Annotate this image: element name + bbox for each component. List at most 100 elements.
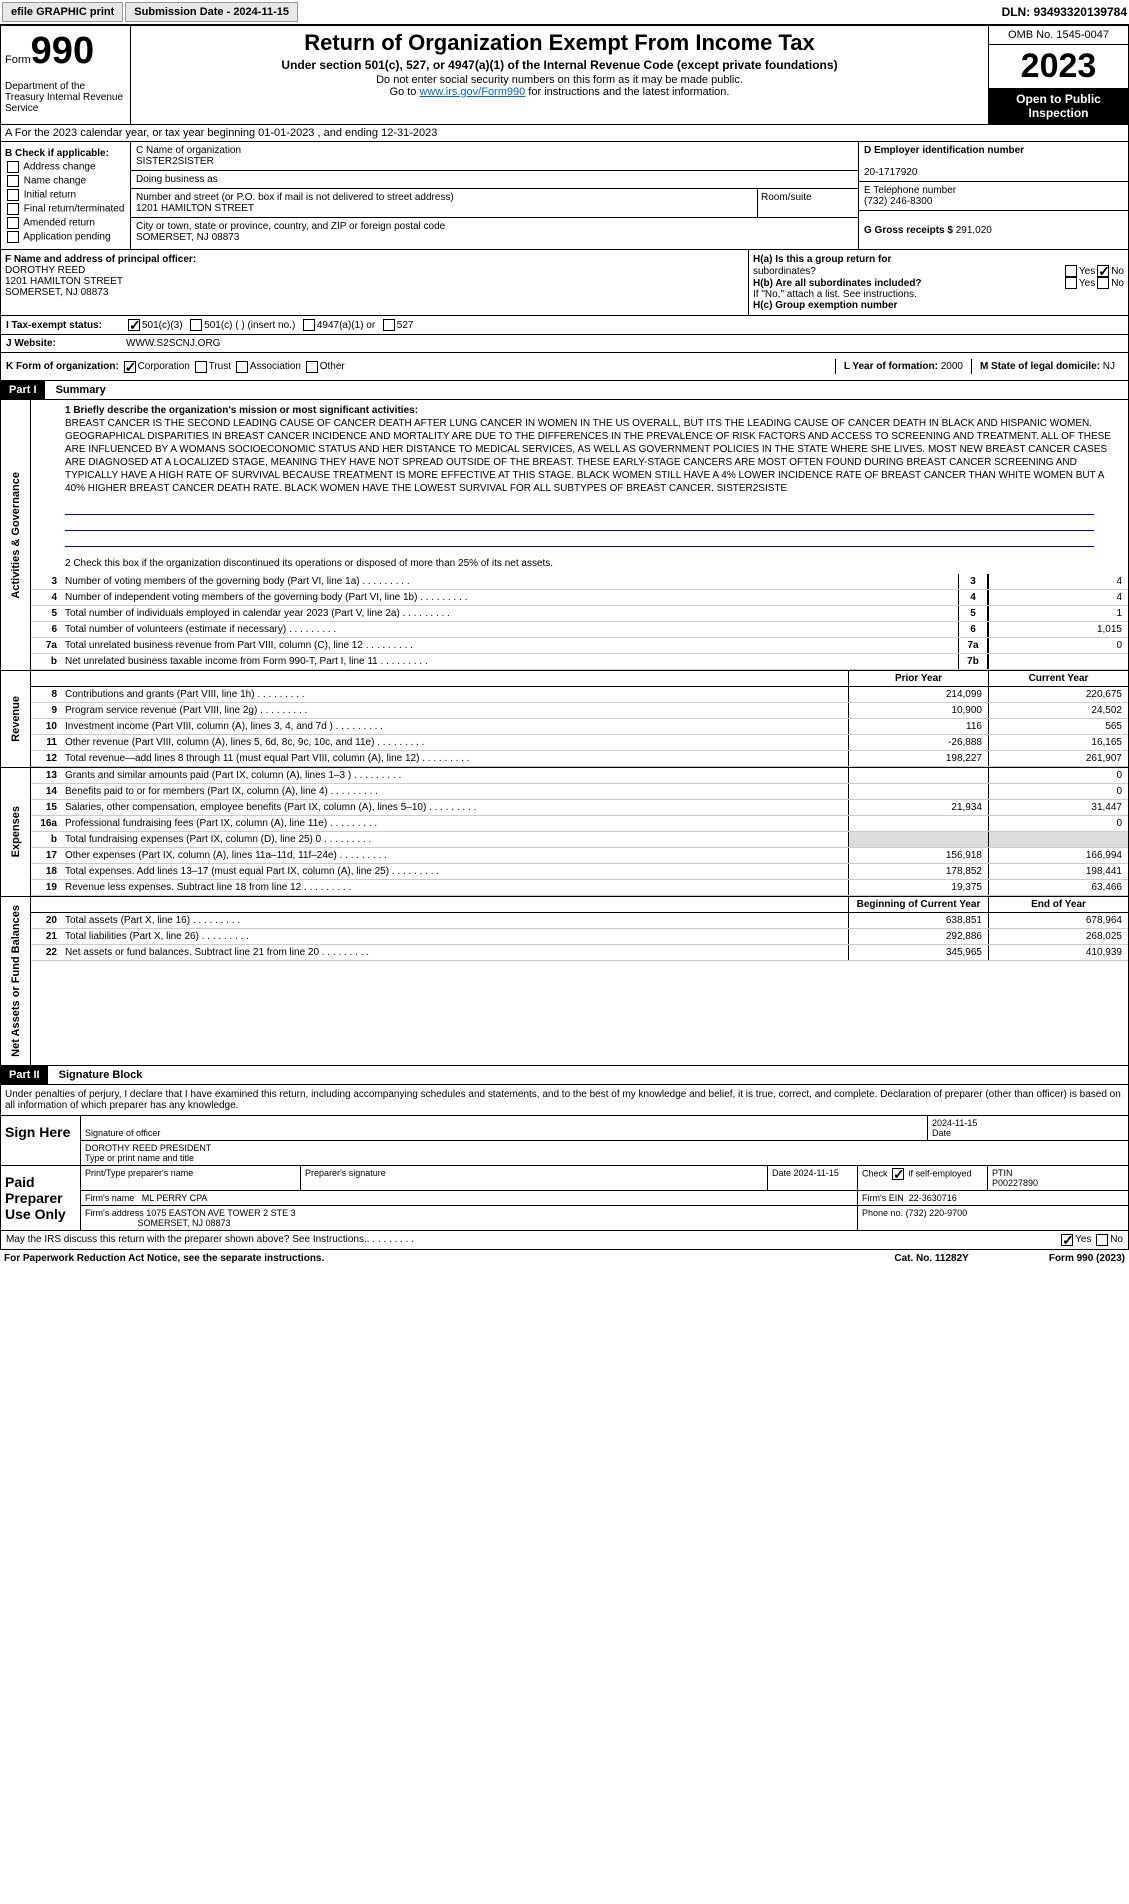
sign-here-right: Signature of officer 2024-11-15Date DORO…: [81, 1116, 1128, 1165]
gross-cell: G Gross receipts $ 291,020: [859, 211, 1128, 239]
assoc-checkbox[interactable]: [236, 361, 248, 373]
ha-yes: Yes: [1079, 266, 1095, 277]
address-change-checkbox[interactable]: [7, 161, 19, 173]
line-6: 6Total number of volunteers (estimate if…: [31, 622, 1128, 638]
amended-return-checkbox[interactable]: [7, 217, 19, 229]
application-pending-checkbox[interactable]: [7, 231, 19, 243]
form-title: Return of Organization Exempt From Incom…: [135, 30, 984, 56]
sign-here-block: Sign Here Signature of officer 2024-11-1…: [0, 1116, 1129, 1166]
501c-label: 501(c) ( ) (insert no.): [204, 320, 295, 331]
line-b: bTotal fundraising expenses (Part IX, co…: [31, 832, 1128, 848]
4947-label: 4947(a)(1) or: [317, 320, 375, 331]
street-label: Number and street (or P.O. box if mail i…: [136, 192, 454, 203]
irs-link[interactable]: www.irs.gov/Form990: [419, 86, 525, 98]
c-label: C Name of organization: [136, 145, 241, 156]
line-5: 5Total number of individuals employed in…: [31, 606, 1128, 622]
hb-no: No: [1111, 278, 1124, 289]
expenses-sidelabel: Expenses: [1, 768, 31, 896]
hc-label: H(c) Group exemption number: [753, 300, 897, 311]
street-cell: Number and street (or P.O. box if mail i…: [131, 189, 758, 218]
527-checkbox[interactable]: [383, 319, 395, 331]
ha2-label: subordinates?: [753, 266, 816, 277]
l-label: L Year of formation:: [844, 361, 938, 372]
corp-label: Corporation: [138, 361, 190, 372]
corp-checkbox[interactable]: [124, 361, 136, 373]
omb-number: OMB No. 1545-0047: [989, 26, 1128, 45]
line-b: bNet unrelated business taxable income f…: [31, 654, 1128, 670]
website-row: J Website: WWW.S2SCNJ.ORG: [0, 335, 1129, 353]
mission-line2: [65, 521, 1094, 531]
form-number-box: Form990 Department of the Treasury Inter…: [1, 26, 131, 124]
paid-preparer-label: Paid Preparer Use Only: [1, 1166, 81, 1230]
line-10: 10Investment income (Part VIII, column (…: [31, 719, 1128, 735]
hb-no-checkbox[interactable]: [1097, 277, 1109, 289]
footer-mid: Cat. No. 11282Y: [894, 1253, 968, 1264]
submission-button[interactable]: Submission Date - 2024-11-15: [125, 2, 298, 22]
gross-value: 291,020: [956, 225, 992, 236]
line-14: 14Benefits paid to or for members (Part …: [31, 784, 1128, 800]
m-label: M State of legal domicile:: [980, 361, 1100, 372]
line-11: 11Other revenue (Part VIII, column (A), …: [31, 735, 1128, 751]
firm-addr-label: Firm's address: [85, 1208, 144, 1218]
ha-no: No: [1111, 266, 1124, 277]
ein-label: D Employer identification number: [864, 145, 1024, 156]
line-8: 8Contributions and grants (Part VIII, li…: [31, 687, 1128, 703]
initial-return-label: Initial return: [24, 190, 76, 201]
paid-preparer-block: Paid Preparer Use Only Print/Type prepar…: [0, 1166, 1129, 1231]
form-word: Form: [5, 54, 31, 66]
officer-addr2: SOMERSET, NJ 08873: [5, 287, 108, 298]
name-change-label: Name change: [24, 176, 86, 187]
firm-addr: 1075 EASTON AVE TOWER 2 STE 3: [146, 1208, 295, 1218]
line-15: 15Salaries, other compensation, employee…: [31, 800, 1128, 816]
discuss-yes-checkbox[interactable]: [1061, 1234, 1073, 1246]
ha-no-checkbox[interactable]: [1097, 265, 1109, 277]
line-3: 3Number of voting members of the governi…: [31, 574, 1128, 590]
address-change-label: Address change: [23, 162, 95, 173]
room-cell: Room/suite: [758, 189, 858, 218]
row-a-period: A For the 2023 calendar year, or tax yea…: [0, 125, 1129, 142]
discuss-no: No: [1110, 1234, 1123, 1245]
begin-year-header: Beginning of Current Year: [848, 897, 988, 912]
4947-checkbox[interactable]: [303, 319, 315, 331]
trust-checkbox[interactable]: [195, 361, 207, 373]
other-checkbox[interactable]: [306, 361, 318, 373]
col-d-right: D Employer identification number 20-1717…: [858, 142, 1128, 249]
mission-line1: [65, 505, 1094, 515]
self-employed-checkbox[interactable]: [892, 1168, 904, 1180]
ptin-value: P00227890: [992, 1178, 1038, 1188]
firm-ein-label: Firm's EIN: [862, 1193, 904, 1203]
activities-section: Activities & Governance 1 Briefly descri…: [0, 400, 1129, 671]
signature-intro: Under penalties of perjury, I declare th…: [0, 1085, 1129, 1116]
sub3-post: for instructions and the latest informat…: [525, 86, 729, 98]
line-4: 4Number of independent voting members of…: [31, 590, 1128, 606]
netassets-vert: Net Assets or Fund Balances: [8, 897, 24, 1065]
prep-phone: (732) 220-9700: [906, 1208, 968, 1218]
line-18: 18Total expenses. Add lines 13–17 (must …: [31, 864, 1128, 880]
line-16a: 16aProfessional fundraising fees (Part I…: [31, 816, 1128, 832]
officer-left: F Name and address of principal officer:…: [1, 250, 748, 315]
efile-print-button[interactable]: efile GRAPHIC print: [2, 2, 123, 22]
revenue-section: Revenue Prior Year Current Year 8Contrib…: [0, 671, 1129, 768]
name-change-checkbox[interactable]: [7, 175, 19, 187]
501c3-checkbox[interactable]: [128, 319, 140, 331]
hb-yes-checkbox[interactable]: [1065, 277, 1077, 289]
sig-date-val: 2024-11-15: [932, 1118, 977, 1128]
501c-checkbox[interactable]: [190, 319, 202, 331]
status-label: I Tax-exempt status:: [6, 320, 126, 331]
prep-phone-label: Phone no.: [862, 1208, 903, 1218]
ha-yes-checkbox[interactable]: [1065, 265, 1077, 277]
dba-cell: Doing business as: [131, 171, 858, 189]
rev-header-row: Prior Year Current Year: [31, 671, 1128, 687]
m-value: NJ: [1103, 361, 1115, 372]
expenses-section: Expenses 13Grants and similar amounts pa…: [0, 768, 1129, 897]
officer-right: H(a) Is this a group return for subordin…: [748, 250, 1128, 315]
form-header: Form990 Department of the Treasury Inter…: [0, 25, 1129, 125]
line-7a: 7aTotal unrelated business revenue from …: [31, 638, 1128, 654]
final-return-checkbox[interactable]: [7, 203, 19, 215]
mission-text: BREAST CANCER IS THE SECOND LEADING CAUS…: [65, 418, 1111, 494]
net-header-row: Beginning of Current Year End of Year: [31, 897, 1128, 913]
initial-return-checkbox[interactable]: [7, 189, 19, 201]
dept-text: Department of the Treasury Internal Reve…: [5, 81, 126, 114]
discuss-no-checkbox[interactable]: [1096, 1234, 1108, 1246]
line-21: 21Total liabilities (Part X, line 26)292…: [31, 929, 1128, 945]
